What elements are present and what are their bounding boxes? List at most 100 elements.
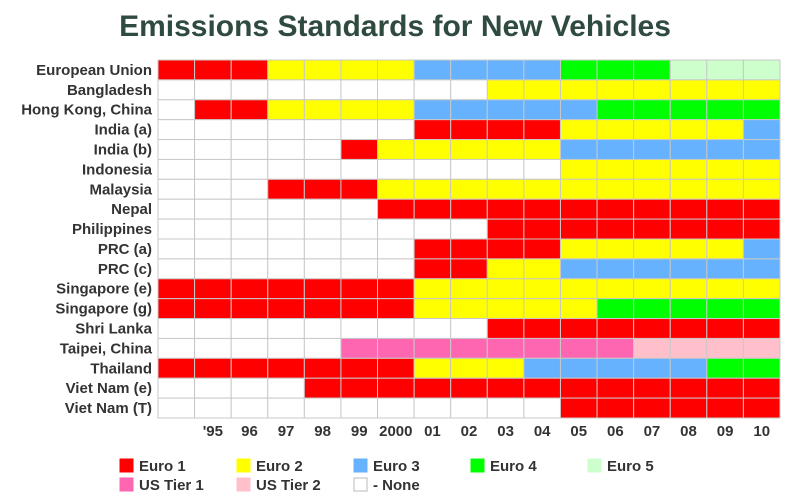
heatmap-cell	[157, 397, 196, 419]
heatmap-cell	[669, 119, 708, 141]
heatmap-cell	[596, 99, 635, 121]
heatmap-cell	[340, 298, 379, 320]
heatmap-cell	[303, 357, 342, 379]
heatmap-cell	[340, 79, 379, 101]
heatmap-cell	[267, 318, 305, 339]
heatmap-cell	[377, 139, 415, 160]
heatmap-cell	[303, 158, 342, 180]
row-label: Nepal	[111, 201, 152, 218]
heatmap-cell	[486, 99, 525, 121]
row-label: Shri Lanka	[75, 321, 152, 338]
heatmap-cell	[633, 79, 671, 101]
heatmap-cell	[267, 258, 305, 280]
heatmap-cell	[742, 318, 781, 339]
heatmap-cell	[303, 198, 342, 220]
heatmap-cell	[486, 238, 525, 260]
heatmap-cell	[486, 178, 525, 200]
heatmap-cell	[377, 178, 415, 200]
legend-swatch	[353, 458, 368, 473]
heatmap-cell	[742, 59, 781, 81]
heatmap-cell	[596, 119, 635, 141]
row-label: India (b)	[94, 142, 152, 159]
heatmap-cell	[303, 337, 342, 359]
legend: Euro 1 Euro 2 Euro 3 Euro 4 Euro 5 US Tier 1 U…	[119, 458, 654, 494]
heatmap-cell	[377, 218, 415, 240]
heatmap-cell	[596, 357, 635, 379]
heatmap-cell	[230, 158, 269, 180]
heatmap-cell	[267, 158, 305, 180]
heatmap-cell	[450, 178, 488, 200]
heatmap-cell	[377, 298, 415, 320]
legend-label: Euro 2	[256, 458, 303, 475]
heatmap-cell	[706, 337, 744, 359]
heatmap-cell	[413, 337, 452, 359]
heatmap-cell	[267, 357, 305, 379]
heatmap-cell	[194, 397, 232, 419]
heatmap-cell	[194, 337, 232, 359]
column-label: 05	[570, 423, 587, 440]
row-label: Singapore (e)	[56, 281, 152, 298]
column-label: 96	[241, 423, 258, 440]
heatmap-cell	[669, 318, 708, 339]
heatmap-cell	[596, 218, 635, 240]
heatmap-cell	[303, 377, 342, 399]
heatmap-cell	[523, 397, 561, 419]
heatmap-cell	[523, 357, 561, 379]
heatmap-cell	[303, 139, 342, 160]
heatmap-cell	[523, 59, 561, 81]
column-label: 97	[278, 423, 295, 440]
heatmap-cell	[157, 318, 196, 339]
heatmap-cell	[742, 198, 781, 220]
heatmap-cell	[742, 139, 781, 160]
heatmap-cell	[669, 59, 708, 81]
heatmap-cell	[486, 218, 525, 240]
heatmap-cell	[267, 238, 305, 260]
row-label: Thailand	[90, 360, 152, 377]
heatmap-cell	[559, 337, 598, 359]
heatmap-cell	[669, 337, 708, 359]
heatmap-cell	[706, 238, 744, 260]
heatmap-cell	[230, 258, 269, 280]
legend-swatch	[119, 477, 134, 492]
heatmap-cell	[450, 298, 488, 320]
heatmap-cell	[706, 377, 744, 399]
heatmap-cell	[340, 318, 379, 339]
heatmap-cell	[230, 377, 269, 399]
heatmap-cell	[633, 377, 671, 399]
heatmap-cell	[377, 337, 415, 359]
heatmap-cell	[633, 298, 671, 320]
legend-swatch	[119, 458, 134, 473]
heatmap-cell	[486, 377, 525, 399]
heatmap-cell	[596, 278, 635, 300]
heatmap-cell	[633, 198, 671, 220]
heatmap-cell	[267, 119, 305, 141]
heatmap-cell	[596, 238, 635, 260]
heatmap-cell	[267, 198, 305, 220]
heatmap-cell	[194, 278, 232, 300]
heatmap-cell	[450, 198, 488, 220]
heatmap-cell	[559, 158, 598, 180]
heatmap-cell	[742, 238, 781, 260]
heatmap-cell	[669, 298, 708, 320]
heatmap-cell	[596, 178, 635, 200]
row-label: India (a)	[94, 122, 152, 139]
heatmap-cell	[413, 318, 452, 339]
heatmap-cell	[303, 178, 342, 200]
row-label: Taipei, China	[60, 340, 153, 357]
heatmap-cell	[486, 79, 525, 101]
heatmap-cell	[559, 99, 598, 121]
heatmap-cell	[523, 158, 561, 180]
heatmap-cell	[706, 258, 744, 280]
heatmap-cell	[706, 99, 744, 121]
legend-label: Euro 4	[490, 458, 537, 475]
row-label: Viet Nam (T)	[65, 400, 152, 417]
heatmap-cell	[559, 218, 598, 240]
heatmap-cell	[267, 337, 305, 359]
heatmap-cell	[230, 59, 269, 81]
column-label: 10	[753, 423, 770, 440]
heatmap-cell	[413, 357, 452, 379]
heatmap-cell	[706, 218, 744, 240]
heatmap-cell	[706, 139, 744, 160]
heatmap-cell	[633, 357, 671, 379]
heatmap-cell	[303, 258, 342, 280]
